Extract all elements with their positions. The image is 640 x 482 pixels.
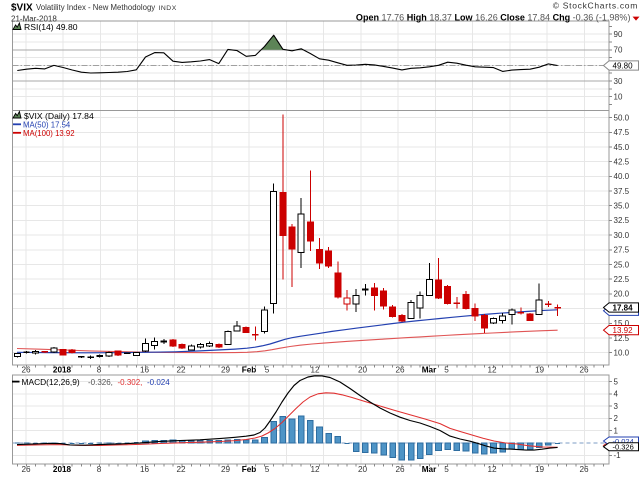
svg-text:26: 26	[395, 465, 405, 474]
svg-text:19: 19	[535, 465, 545, 474]
svg-text:20.0: 20.0	[614, 290, 630, 299]
svg-text:-0.302,: -0.302,	[118, 378, 143, 387]
svg-text:25.0: 25.0	[614, 260, 630, 269]
svg-text:$VIX: $VIX	[11, 3, 33, 14]
svg-text:MA(100) 13.92: MA(100) 13.92	[23, 129, 75, 138]
svg-text:5: 5	[444, 366, 449, 375]
svg-text:5: 5	[614, 377, 619, 386]
svg-text:21-Mar-2018: 21-Mar-2018	[11, 14, 57, 23]
svg-text:2018: 2018	[53, 465, 72, 474]
svg-text:8: 8	[97, 465, 102, 474]
svg-text:47.5: 47.5	[614, 128, 630, 137]
svg-text:37.5: 37.5	[614, 187, 630, 196]
svg-text:Feb: Feb	[242, 465, 257, 474]
svg-text:40.0: 40.0	[614, 172, 630, 181]
svg-text:20: 20	[358, 465, 368, 474]
svg-text:2018: 2018	[53, 366, 72, 375]
svg-text:-0.326,: -0.326,	[88, 378, 113, 387]
svg-text:-0.024: -0.024	[613, 437, 634, 446]
svg-text:$VIX (Daily) 17.84: $VIX (Daily) 17.84	[24, 111, 94, 121]
svg-text:INDX: INDX	[159, 5, 177, 12]
svg-text:12: 12	[487, 366, 497, 375]
svg-text:5: 5	[444, 465, 449, 474]
svg-text:MA(50) 17.54: MA(50) 17.54	[23, 120, 71, 129]
svg-text:26: 26	[21, 465, 31, 474]
svg-text:12.5: 12.5	[614, 334, 630, 343]
svg-text:10: 10	[614, 92, 623, 101]
svg-text:22: 22	[176, 366, 186, 375]
svg-text:-1: -1	[614, 451, 622, 460]
svg-text:8: 8	[97, 366, 102, 375]
svg-text:-0.326: -0.326	[613, 443, 634, 452]
svg-text:35.0: 35.0	[614, 202, 630, 211]
svg-text:3: 3	[614, 402, 619, 411]
svg-text:13.92: 13.92	[613, 326, 634, 335]
svg-text:12: 12	[310, 465, 320, 474]
svg-text:27.5: 27.5	[614, 246, 630, 255]
svg-text:22.5: 22.5	[614, 275, 630, 284]
svg-text:90: 90	[614, 30, 623, 39]
svg-text:19: 19	[535, 366, 545, 375]
svg-text:16: 16	[140, 465, 150, 474]
svg-text:-0.024: -0.024	[147, 378, 170, 387]
svg-text:© StockCharts.com: © StockCharts.com	[553, 0, 638, 10]
svg-text:Open 17.76 High 18.37 Low 16.2: Open 17.76 High 18.37 Low 16.26 Close 17…	[356, 13, 631, 23]
svg-text:45.0: 45.0	[614, 143, 630, 152]
svg-text:16: 16	[140, 366, 150, 375]
svg-text:26: 26	[579, 366, 589, 375]
svg-text:32.5: 32.5	[614, 216, 630, 225]
svg-text:Volatility Index - New Methodo: Volatility Index - New Methodology	[36, 3, 155, 12]
svg-text:RSI(14) 49.80: RSI(14) 49.80	[24, 22, 78, 32]
svg-text:49.80: 49.80	[613, 61, 634, 70]
svg-text:12: 12	[310, 366, 320, 375]
svg-text:29: 29	[221, 366, 231, 375]
svg-text:1: 1	[614, 427, 619, 436]
svg-text:50.0: 50.0	[614, 113, 630, 122]
svg-text:10.0: 10.0	[614, 349, 630, 358]
svg-text:5: 5	[265, 366, 270, 375]
svg-text:42.5: 42.5	[614, 158, 630, 167]
svg-text:17.84: 17.84	[613, 303, 634, 312]
svg-text:26: 26	[395, 366, 405, 375]
svg-text:70: 70	[614, 46, 623, 55]
svg-text:30: 30	[614, 77, 623, 86]
svg-text:15.0: 15.0	[614, 319, 630, 328]
svg-text:Mar: Mar	[422, 366, 437, 375]
svg-text:12: 12	[487, 465, 497, 474]
svg-text:26: 26	[21, 366, 31, 375]
svg-text:Mar: Mar	[422, 465, 437, 474]
svg-text:4: 4	[614, 390, 619, 399]
svg-text:26: 26	[579, 465, 589, 474]
svg-text:29: 29	[221, 465, 231, 474]
svg-text:5: 5	[265, 465, 270, 474]
svg-text:20: 20	[358, 366, 368, 375]
svg-text:22: 22	[176, 465, 186, 474]
svg-text:30.0: 30.0	[614, 231, 630, 240]
svg-text:MACD(12,26,9): MACD(12,26,9)	[22, 377, 80, 387]
svg-text:2: 2	[614, 414, 619, 423]
svg-text:Feb: Feb	[242, 366, 257, 375]
